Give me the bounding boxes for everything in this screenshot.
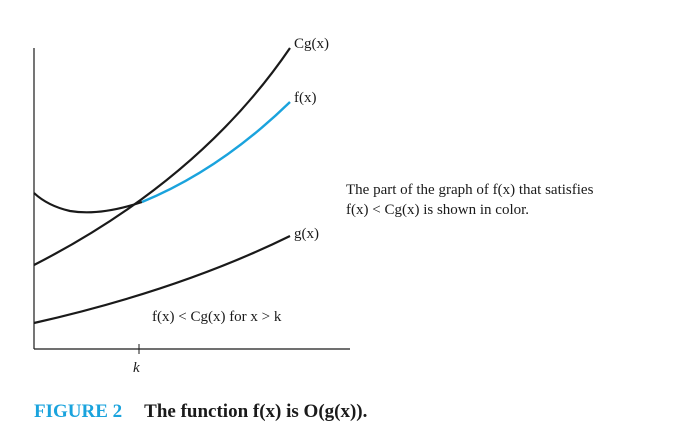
g-curve	[33, 235, 291, 325]
f-curve-below-k	[33, 192, 143, 214]
cg-curve-label: Cg(x)	[294, 36, 329, 52]
graph-note: The part of the graph of f(x) that satis…	[346, 180, 593, 220]
f-curve-label: f(x)	[294, 90, 317, 106]
inequality-label: f(x) < Cg(x) for x > k	[152, 309, 282, 325]
note-line-2: f(x) < Cg(x) is shown in color.	[346, 202, 530, 218]
g-curve-label: g(x)	[294, 226, 319, 242]
k-tick-label: k	[133, 360, 140, 376]
caption-label: FIGURE 2	[34, 401, 123, 422]
figure-caption: FIGURE 2 The function f(x) is O(g(x)).	[34, 401, 367, 423]
f-curve-above-k	[141, 101, 291, 204]
caption-text: The function f(x) is O(g(x)).	[144, 401, 368, 422]
cg-curve	[33, 47, 291, 266]
note-line-1: The part of the graph of f(x) that satis…	[346, 182, 594, 198]
